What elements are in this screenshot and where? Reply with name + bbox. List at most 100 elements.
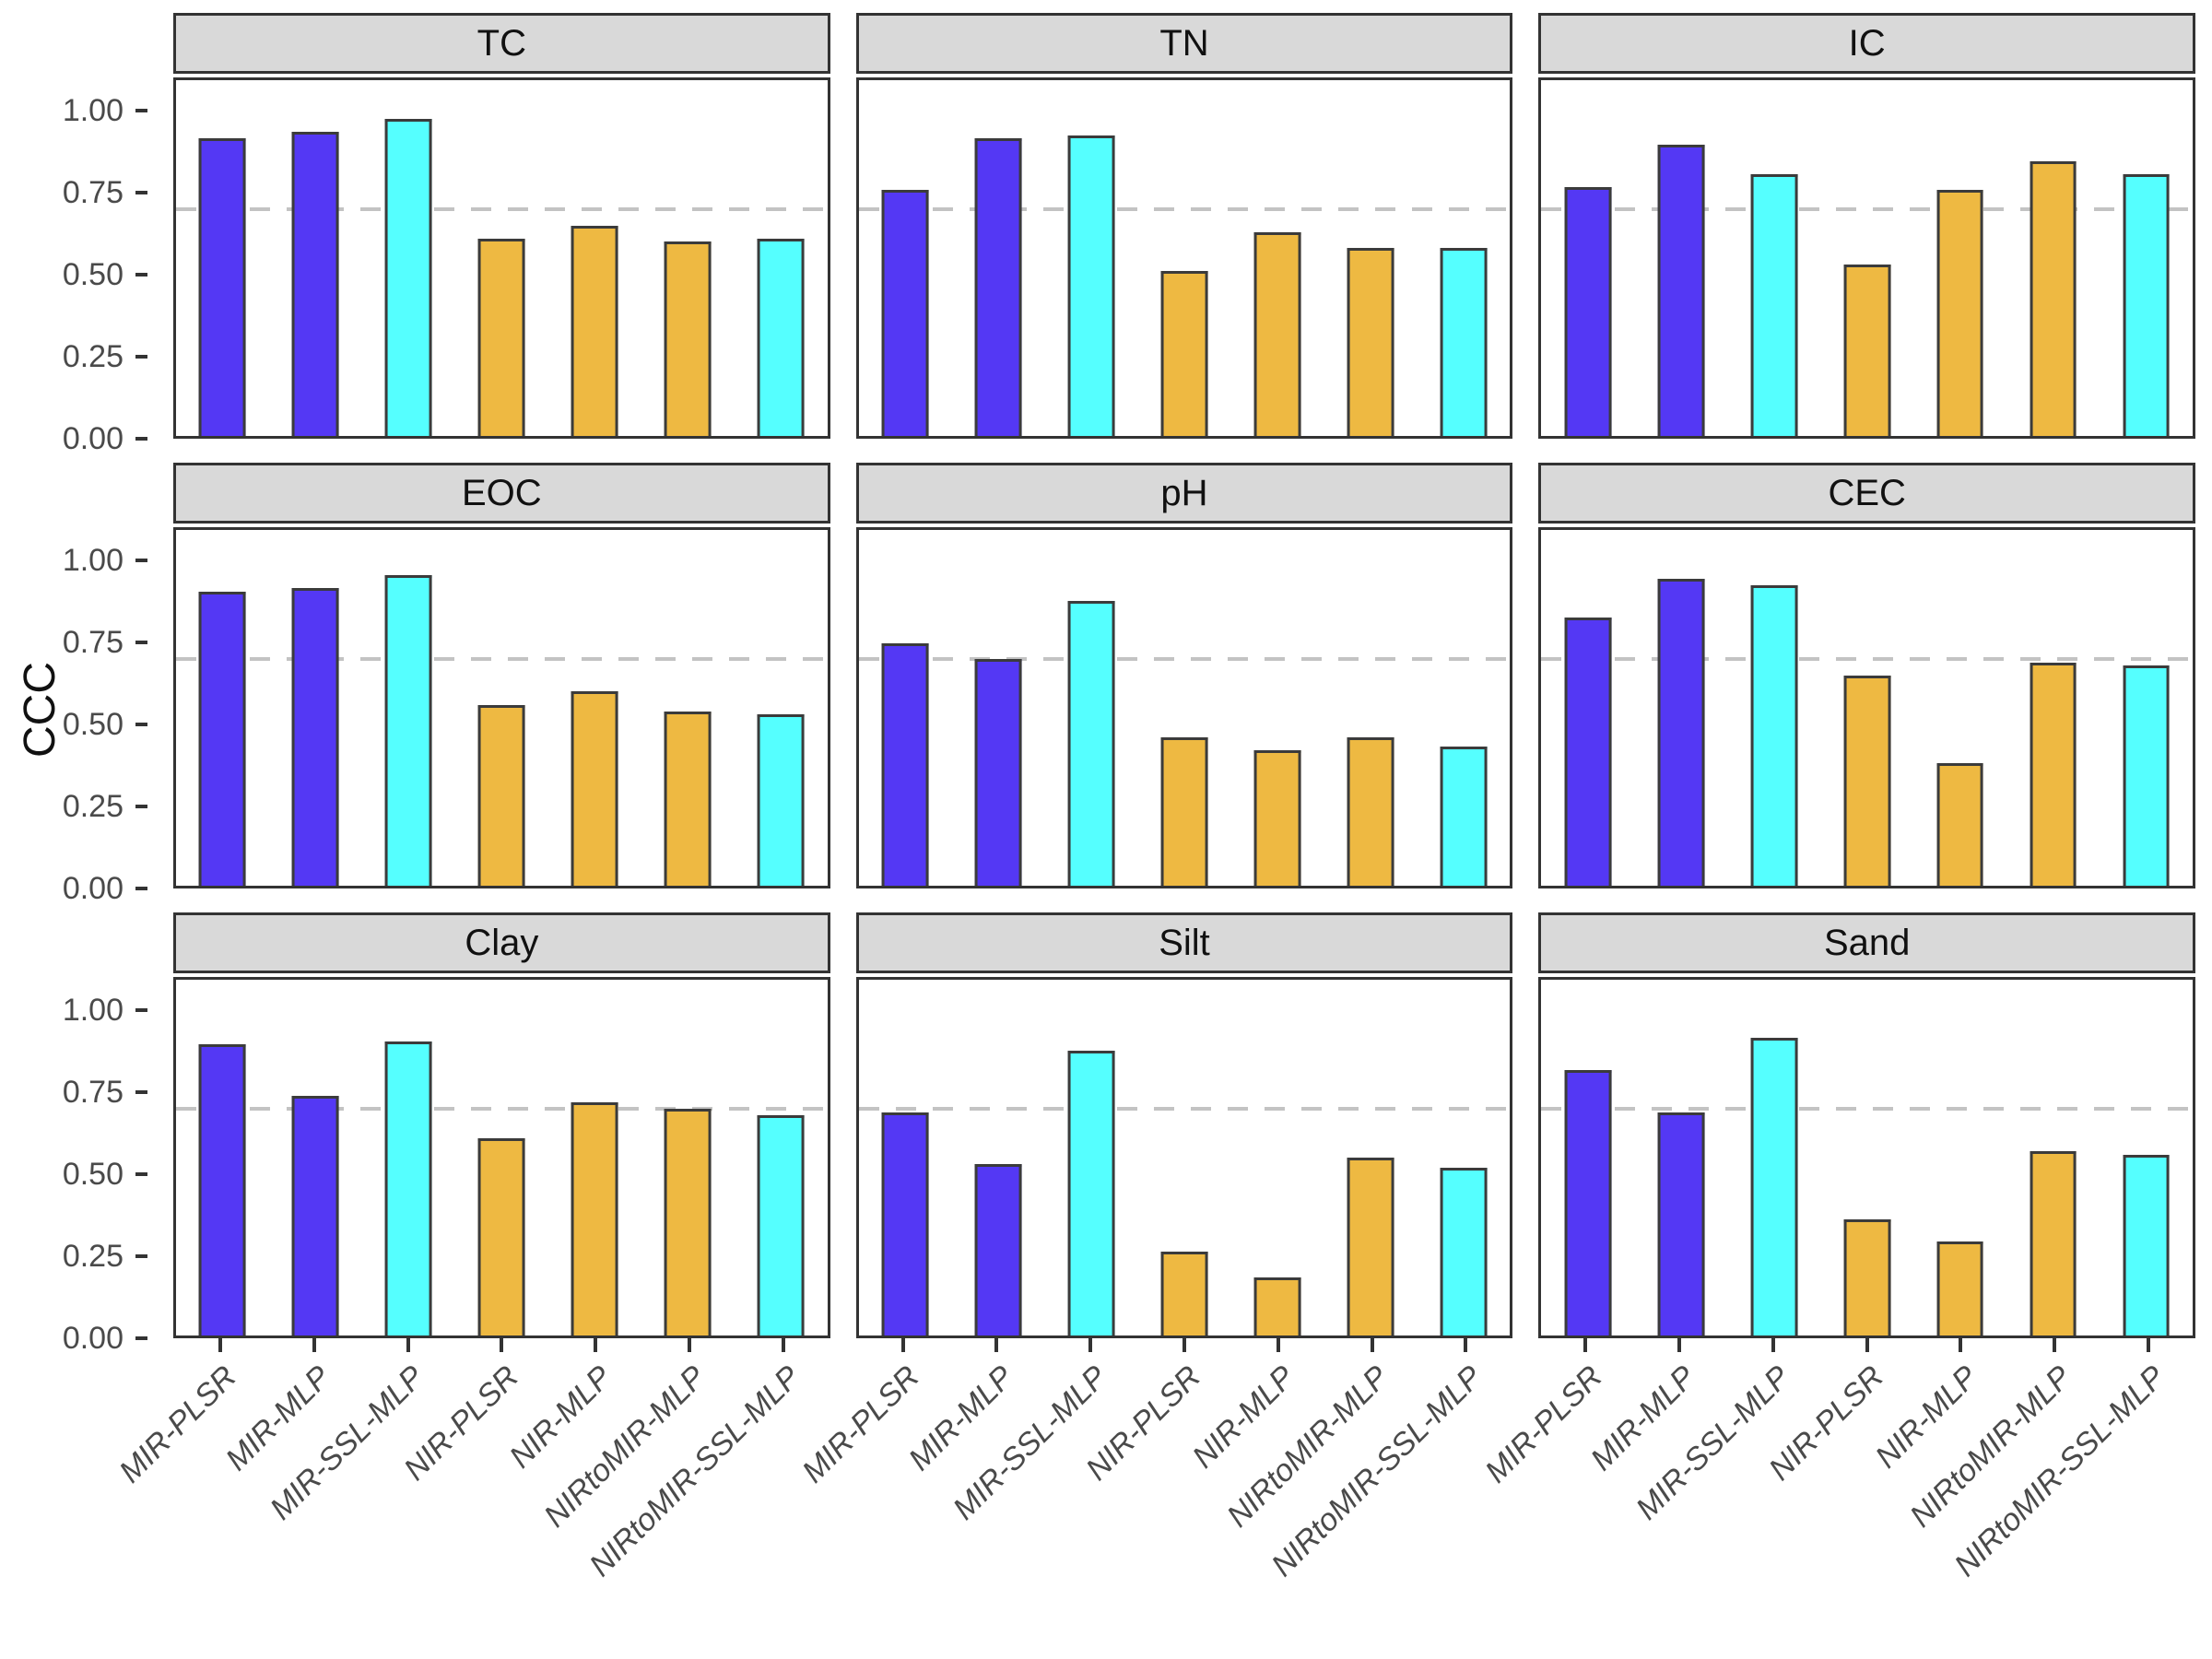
y-tick-label: 0.50 [62,256,124,292]
strip-tn: TN [855,13,1513,74]
y-tick-mark [135,190,147,194]
y-tick-label: 0.75 [62,174,124,210]
y-tick-label: 0.50 [62,706,124,742]
bar-NIRtoMIR-MLP [1347,1158,1394,1335]
y-tick-mark [135,437,147,441]
bar-NIRtoMIR-MLP [664,241,712,436]
strip-sand: Sand [1538,912,2195,973]
x-axis-col1: MIR-PLSR MIR-MLP MIR-SSL-MLP NIR-PLSR NIR-ML… [113,1338,830,1655]
x-tick-mark [1088,1338,1093,1352]
bar-MIR-SSL-MLP [384,1041,432,1335]
y-tick-label: 0.75 [62,1074,124,1110]
x-tick-mark [687,1338,691,1352]
strip-clay: Clay [173,912,830,973]
bar-NIR-PLSR [1160,736,1208,886]
x-tick-mark [594,1338,598,1352]
plot-sand [1538,977,2195,1338]
reference-line-0.7 [858,207,1511,212]
y-tick-label: 0.50 [62,1156,124,1192]
bar-MIR-MLP [974,1164,1022,1335]
bar-MIR-PLSR [1564,186,1612,436]
bar-MIR-SSL-MLP [1750,173,1798,436]
bar-MIR-PLSR [199,138,246,436]
y-tick-label: 1.00 [62,542,124,578]
y-axis-gutter-row3: 0.00 0.25 0.50 0.75 1.00 [0,912,147,1354]
y-tick-mark [135,640,147,644]
y-tick-label: 0.75 [62,624,124,660]
facet-tn: TN [855,13,1513,439]
bar-NIR-MLP [571,1102,618,1335]
bar-NIRtoMIR-SSL-MLP [757,238,805,436]
x-tick-mark [1464,1338,1468,1352]
plot-cec [1538,527,2195,888]
x-tick-mark [312,1338,316,1352]
bar-MIR-MLP [974,659,1022,886]
y-tick-mark [135,354,147,359]
strip-label: Clay [465,922,539,963]
bar-MIR-MLP [974,138,1022,436]
bar-MIR-MLP [291,1096,339,1335]
bar-MIR-PLSR [199,591,246,886]
bar-MIR-PLSR [1564,617,1612,886]
bar-NIR-PLSR [1160,271,1208,436]
reference-line-0.7 [1541,657,2193,662]
bar-MIR-SSL-MLP [1750,584,1798,886]
bar-NIR-PLSR [477,704,525,886]
x-tick-mark [994,1338,999,1352]
reference-line-0.7 [1541,207,2193,212]
y-tick-label: 1.00 [62,92,124,128]
x-tick-mark [1959,1338,1963,1352]
x-tick-mark [1677,1338,1682,1352]
bar-MIR-MLP [291,132,339,436]
reference-line-0.7 [176,207,828,212]
reference-line-0.7 [176,657,828,662]
bar-NIR-MLP [1253,231,1301,436]
facet-ic: IC [1538,13,2195,439]
x-tick-label-NIRtoMIR-MLP: NIRtoMIR-MLP [1220,1359,1396,1535]
y-tick-label: 0.25 [62,1238,124,1274]
y-tick-mark [135,1171,147,1176]
bar-NIRtoMIR-MLP [2030,662,2077,886]
strip-label: CEC [1828,472,1906,513]
strip-eoc: EOC [173,463,830,524]
y-tick-mark [135,804,147,808]
y-tick-mark [135,558,147,562]
bar-NIRtoMIR-MLP [2030,160,2077,436]
y-tick-mark [135,887,147,890]
bar-MIR-PLSR [199,1044,246,1335]
bar-NIRtoMIR-MLP [2030,1150,2077,1335]
x-tick-mark [2053,1338,2057,1352]
y-tick-mark [135,1336,147,1340]
strip-label: pH [1160,472,1208,513]
bar-MIR-MLP [291,588,339,886]
x-tick-mark [218,1338,222,1352]
reference-line-0.7 [858,1107,1511,1112]
plot-eoc [173,527,830,888]
y-tick-mark [135,1007,147,1012]
reference-line-0.7 [858,657,1511,662]
reference-line-0.7 [176,1107,828,1112]
strip-label: EOC [461,472,542,513]
x-tick-mark [406,1338,410,1352]
plot-tc [173,77,830,439]
bar-NIRtoMIR-MLP [664,1109,712,1335]
facet-sand: Sand [1538,912,2195,1338]
y-tick-label: 0.00 [62,1321,124,1356]
y-tick-label: 1.00 [62,992,124,1028]
strip-cec: CEC [1538,463,2195,524]
strip-label: Silt [1159,922,1210,963]
plot-tn [855,77,1513,439]
bar-NIRtoMIR-SSL-MLP [2123,173,2170,436]
x-tick-mark [2147,1338,2151,1352]
facet-eoc: EOC [173,463,830,888]
facet-grid: 0.00 0.25 0.50 0.75 1.00 TC TN IC 0.00 0.25 0.… [0,13,2195,1655]
bar-NIR-MLP [1253,1277,1301,1335]
facet-row-2: 0.00 0.25 0.50 0.75 1.00 EOC pH CEC [0,463,2195,904]
x-tick-mark [1182,1338,1186,1352]
x-tick-mark [500,1338,504,1352]
facet-silt: Silt [855,912,1513,1338]
x-tick-mark [1865,1338,1869,1352]
bar-MIR-SSL-MLP [1067,601,1115,886]
y-tick-mark [135,272,147,276]
